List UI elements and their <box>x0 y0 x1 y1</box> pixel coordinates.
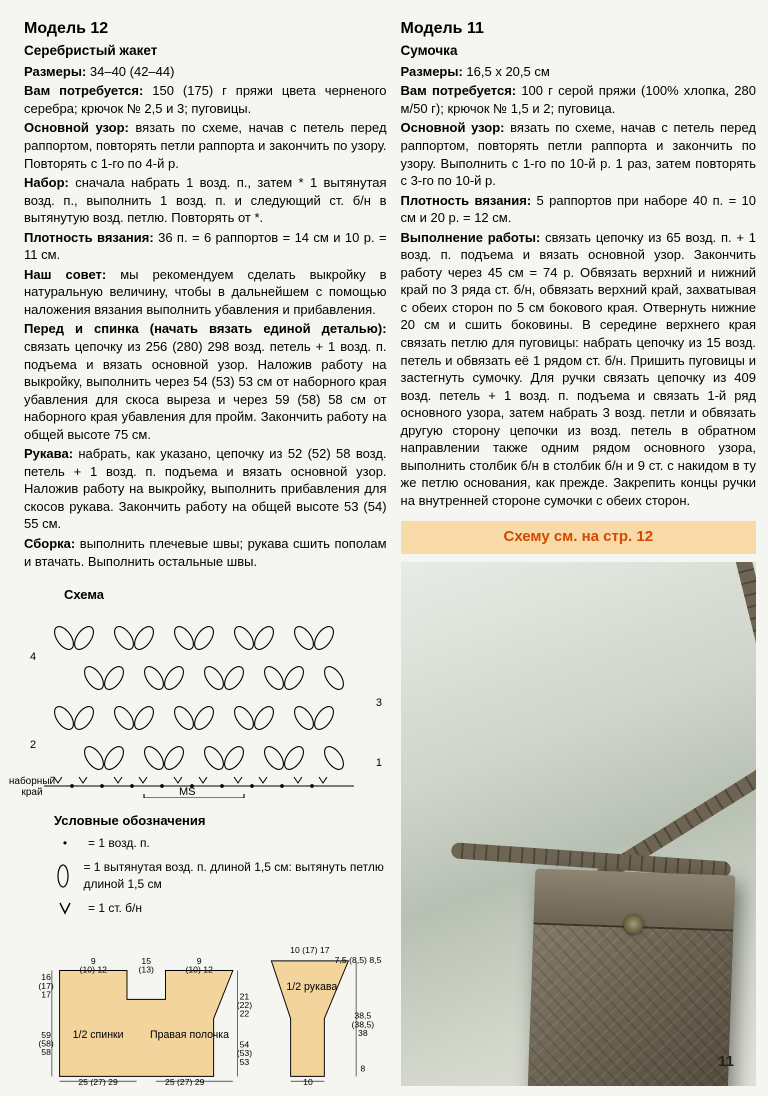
nabor-edge-label: наборный край <box>2 776 62 798</box>
r-work: Выполнение работы: связать цепочку из 65… <box>401 229 756 510</box>
svg-text:38: 38 <box>358 1028 368 1038</box>
density-line: Плотность вязания: 36 п. = 6 раппортов =… <box>24 229 387 264</box>
sizes-value: 34–40 (42–44) <box>90 64 175 79</box>
svg-text:Правая полочка: Правая полочка <box>150 1029 229 1041</box>
v-icon <box>54 901 76 915</box>
svg-text:7,5 (8,5) 8,5: 7,5 (8,5) 8,5 <box>335 955 382 965</box>
svg-text:10 (17) 17: 10 (17) 17 <box>290 945 330 955</box>
svg-text:1/2 спинки: 1/2 спинки <box>73 1029 124 1041</box>
strap-segment <box>724 562 756 748</box>
sizes-line: Размеры: 34–40 (42–44) <box>24 63 387 81</box>
r-need: Вам потребуется: 100 г серой пряжи (100%… <box>401 82 756 117</box>
model11-title: Модель 11 <box>401 18 756 40</box>
row-num-3: 3 <box>376 696 382 711</box>
legend-block: • = 1 возд. п. = 1 вытянутая возд. п. дл… <box>54 835 387 924</box>
svg-text:22: 22 <box>240 1009 250 1019</box>
front-line: Перед и спинка (начать вязать единой дет… <box>24 320 387 443</box>
assembly-line: Сборка: выполнить плечевые швы; рукава с… <box>24 535 387 570</box>
legend-v-text: = 1 ст. б/н <box>88 900 142 916</box>
left-column: Модель 12 Серебристый жакет Размеры: 34–… <box>24 18 387 1086</box>
sleeve-line: Рукава: набрать, как указано, цепочку из… <box>24 445 387 533</box>
row-num-2: 2 <box>30 738 36 753</box>
r-pattern-label: Основной узор: <box>401 120 505 135</box>
ms-label: MS <box>179 785 196 800</box>
dot-icon: • <box>54 835 76 851</box>
density-label: Плотность вязания: <box>24 230 154 245</box>
svg-text:8: 8 <box>360 1064 365 1074</box>
row-num-4: 4 <box>30 650 36 665</box>
advice-label: Наш совет: <box>24 267 106 282</box>
r-need-label: Вам потребуется: <box>401 83 517 98</box>
oval-icon <box>54 863 71 889</box>
nabor-label: Набор: <box>24 175 69 190</box>
nabor-line: Набор: сначала набрать 1 возд. п., затем… <box>24 174 387 227</box>
svg-text:(13): (13) <box>139 964 155 974</box>
garment-diagram: 9(10) 12 15(13) 9(10) 12 10 (17) 17 7,5 … <box>24 932 384 1086</box>
svg-text:17: 17 <box>41 989 51 999</box>
r-sizes: Размеры: 16,5 x 20,5 см <box>401 63 756 81</box>
assembly-label: Сборка: <box>24 536 75 551</box>
bag-photo: 11 <box>401 562 756 1086</box>
need-line: Вам потребуется: 150 (175) г пряжи цвета… <box>24 82 387 117</box>
schema-reference-banner: Схему см. на стр. 12 <box>401 521 756 553</box>
legend-row-oval: = 1 вытянутая возд. п. длиной 1,5 см: вы… <box>54 859 387 891</box>
svg-text:1/2 рукава: 1/2 рукава <box>286 981 337 993</box>
sleeve-text: набрать, как указано, цепочку из 52 (52)… <box>24 446 387 531</box>
crochet-schema: 4 2 3 1 наборный край MS <box>24 608 374 798</box>
bag-texture <box>526 924 733 1086</box>
r-work-text: связать цепочку из 65 возд. п. + 1 возд.… <box>401 230 756 508</box>
legend-row-v: = 1 ст. б/н <box>54 900 387 916</box>
svg-text:10: 10 <box>303 1077 313 1086</box>
pattern-label: Основной узор: <box>24 120 129 135</box>
assembly-text: выполнить плечевые швы; рукава сшить поп… <box>24 536 387 569</box>
svg-text:(10) 12: (10) 12 <box>185 964 213 974</box>
bag-button <box>623 913 644 934</box>
svg-text:25 (27) 29: 25 (27) 29 <box>78 1077 118 1086</box>
row-num-1: 1 <box>376 756 382 771</box>
legend-row-dot: • = 1 возд. п. <box>54 835 387 851</box>
svg-text:(10) 12: (10) 12 <box>80 964 108 974</box>
r-pattern: Основной узор: вязать по схеме, начав с … <box>401 119 756 189</box>
schema-overlay <box>24 608 374 798</box>
page-number: 11 <box>718 1052 734 1072</box>
svg-text:53: 53 <box>240 1057 250 1067</box>
pattern-line: Основной узор: вязать по схеме, начав с … <box>24 119 387 172</box>
schema-title: Схема <box>64 586 387 604</box>
front-label: Перед и спинка (начать вязать единой дет… <box>24 321 387 336</box>
r-density: Плотность вязания: 5 раппортов при набор… <box>401 192 756 227</box>
sleeve-label: Рукава: <box>24 446 73 461</box>
right-column: Модель 11 Сумочка Размеры: 16,5 x 20,5 с… <box>401 18 756 1086</box>
r-sizes-value: 16,5 x 20,5 см <box>466 64 549 79</box>
r-density-label: Плотность вязания: <box>401 193 532 208</box>
model12-title: Модель 12 <box>24 18 387 40</box>
legend-dot-text: = 1 возд. п. <box>88 835 150 851</box>
nabor-text: сначала набрать 1 возд. п., затем * 1 вы… <box>24 175 387 225</box>
model11-subtitle: Сумочка <box>401 42 756 60</box>
crochet-bag <box>526 868 735 1086</box>
r-work-label: Выполнение работы: <box>401 230 541 245</box>
svg-text:58: 58 <box>41 1047 51 1057</box>
legend-title: Условные обозначения <box>54 812 387 830</box>
advice-line: Наш совет: мы рекомендуем сделать выкрой… <box>24 266 387 319</box>
sizes-label: Размеры: <box>24 64 86 79</box>
r-sizes-label: Размеры: <box>401 64 463 79</box>
model12-subtitle: Серебристый жакет <box>24 42 387 60</box>
svg-text:25 (27) 29: 25 (27) 29 <box>165 1077 205 1086</box>
need-label: Вам потребуется: <box>24 83 143 98</box>
legend-oval-text: = 1 вытянутая возд. п. длиной 1,5 см: вы… <box>83 859 386 891</box>
front-text: связать цепочку из 256 (280) 298 возд. п… <box>24 339 387 442</box>
